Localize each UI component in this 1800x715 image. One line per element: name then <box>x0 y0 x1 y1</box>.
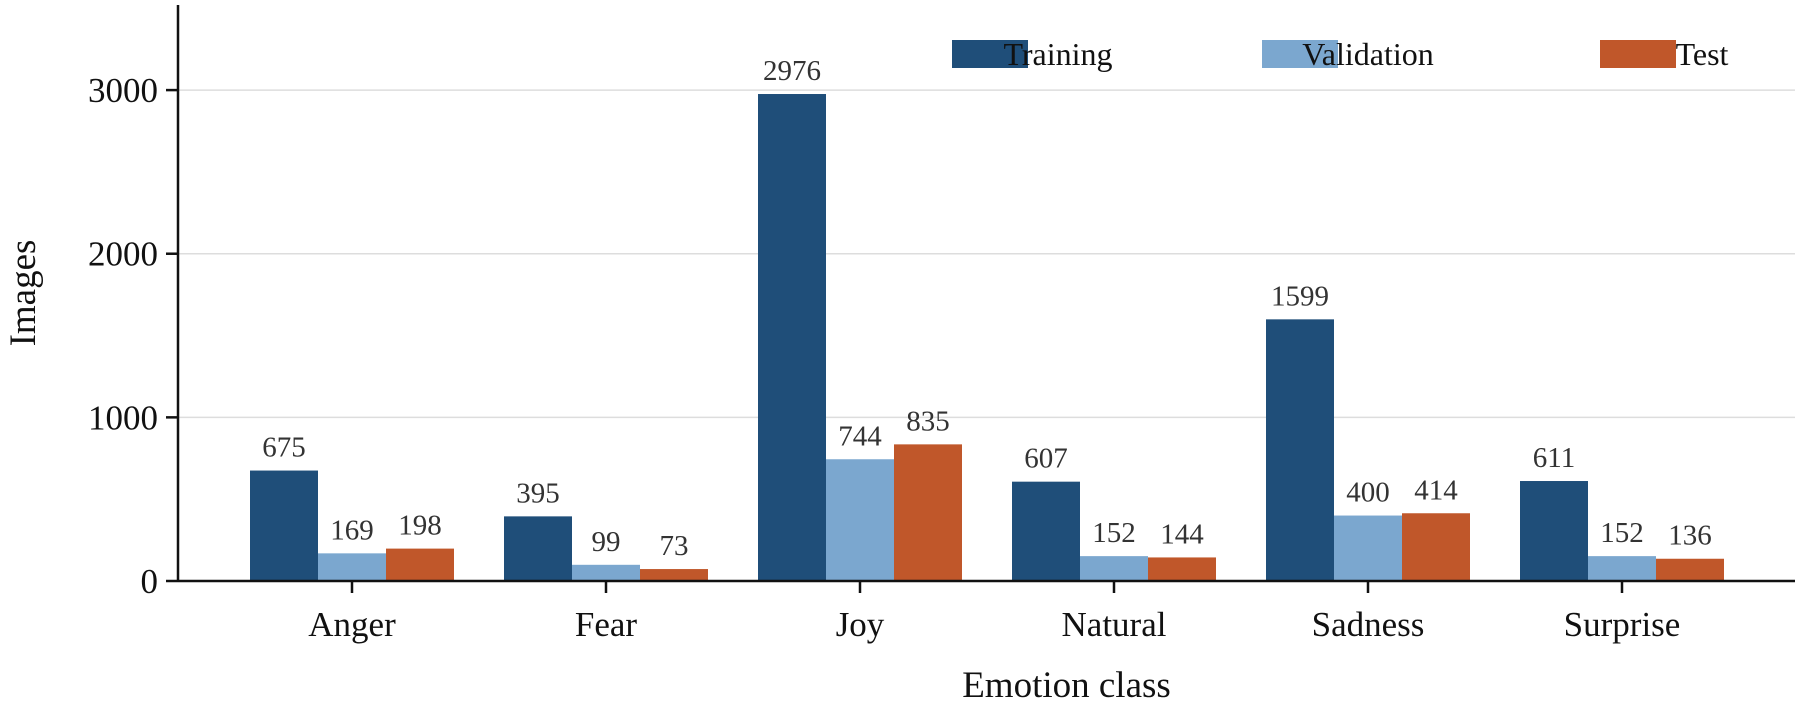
bar-test-sadness <box>1402 513 1470 581</box>
data-labels: 675 169 198 395 99 73 2976 744 835 607 152 144 1599 4… <box>262 55 1712 562</box>
data-label-training-sadness: 1599 <box>1271 280 1329 312</box>
y-axis-title: Images <box>3 240 44 347</box>
bars <box>250 94 1724 581</box>
bar-validation-sadness <box>1334 515 1402 581</box>
legend-label-training: Training <box>1003 36 1112 72</box>
x-tick-label-joy: Joy <box>836 605 885 644</box>
bar-validation-natural <box>1080 556 1148 581</box>
data-label-validation-joy: 744 <box>838 420 882 452</box>
x-ticks: Anger Fear Joy Natural Sadness Surprise <box>308 581 1680 644</box>
legend-swatch-validation <box>1262 40 1338 68</box>
bar-test-surprise <box>1656 558 1724 581</box>
bar-training-natural <box>1012 481 1080 581</box>
y-tick-label: 1000 <box>88 398 158 437</box>
y-tick-label: 3000 <box>88 71 158 110</box>
data-label-training-fear: 395 <box>516 477 560 509</box>
axes <box>176 5 1795 583</box>
data-label-test-sadness: 414 <box>1414 474 1458 506</box>
legend-label-test: Test <box>1676 36 1729 72</box>
bar-validation-fear <box>572 564 640 581</box>
bar-test-natural <box>1148 557 1216 581</box>
data-label-test-anger: 198 <box>398 510 442 542</box>
bar-training-joy <box>758 94 826 581</box>
grid-lines <box>178 89 1795 419</box>
data-label-test-joy: 835 <box>906 405 950 437</box>
bar-training-sadness <box>1266 319 1334 581</box>
data-label-test-surprise: 136 <box>1668 520 1712 552</box>
data-label-validation-sadness: 400 <box>1346 477 1390 509</box>
data-label-test-natural: 144 <box>1160 518 1204 550</box>
legend-label-validation: Validation <box>1302 36 1434 72</box>
bar-test-joy <box>894 444 962 581</box>
bar-validation-anger <box>318 553 386 581</box>
x-tick-label-fear: Fear <box>575 605 638 644</box>
bar-test-fear <box>640 569 708 581</box>
bar-training-fear <box>504 516 572 581</box>
data-label-validation-fear: 99 <box>592 526 621 558</box>
x-tick-label-anger: Anger <box>308 605 396 644</box>
x-tick-label-sadness: Sadness <box>1312 605 1425 644</box>
x-tick-label-surprise: Surprise <box>1564 605 1681 644</box>
y-tick-label: 0 <box>141 562 159 601</box>
x-axis-title: Emotion class <box>962 665 1171 706</box>
legend-swatch-training <box>952 40 1028 68</box>
bar-test-anger <box>386 548 454 581</box>
x-tick-label-natural: Natural <box>1062 605 1167 644</box>
bar-training-surprise <box>1520 481 1588 581</box>
legend: Training Validation Test <box>952 36 1729 72</box>
data-label-training-anger: 675 <box>262 432 306 464</box>
data-label-validation-anger: 169 <box>330 514 374 546</box>
data-label-validation-natural: 152 <box>1092 517 1136 549</box>
bar-validation-surprise <box>1588 556 1656 581</box>
bar-validation-joy <box>826 459 894 581</box>
data-label-training-joy: 2976 <box>763 55 821 87</box>
data-label-validation-surprise: 152 <box>1600 517 1644 549</box>
legend-swatch-test <box>1600 40 1676 68</box>
bar-training-anger <box>250 470 318 581</box>
y-tick-label: 2000 <box>88 235 158 274</box>
data-label-test-fear: 73 <box>660 530 689 562</box>
y-ticks: 0 1000 2000 3000 <box>88 71 178 601</box>
data-label-training-surprise: 611 <box>1533 442 1575 474</box>
data-label-training-natural: 607 <box>1024 443 1068 475</box>
